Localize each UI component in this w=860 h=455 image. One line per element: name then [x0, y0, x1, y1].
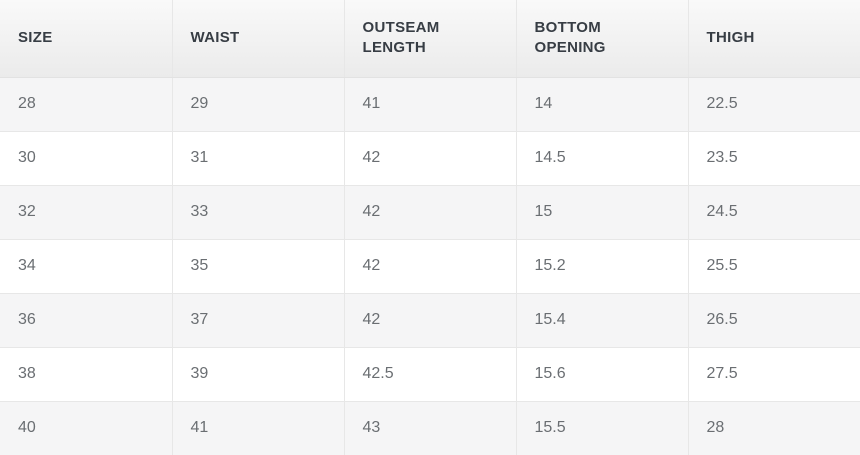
- column-header-bottom-opening: BOTTOM OPENING: [516, 0, 689, 78]
- table-cell-outseam-length: 42: [344, 131, 517, 186]
- column-header-waist: WAIST: [172, 0, 345, 78]
- column-header-outseam-length: OUTSEAM LENGTH: [344, 0, 517, 78]
- table-cell-waist: 33: [172, 185, 345, 240]
- table-cell-outseam-length: 42: [344, 239, 517, 294]
- table-row: 28 29 41 14 22.5: [0, 77, 860, 132]
- table-cell-thigh: 27.5: [688, 347, 860, 402]
- table-cell-outseam-length: 42: [344, 293, 517, 348]
- table-cell-size: 36: [0, 293, 173, 348]
- table-cell-waist: 37: [172, 293, 345, 348]
- header-row: SIZE WAIST OUTSEAM LENGTH BOTTOM OPENING THI…: [0, 0, 860, 78]
- column-header-size: SIZE: [0, 0, 173, 78]
- table-cell-outseam-length: 41: [344, 77, 517, 132]
- table-cell-waist: 39: [172, 347, 345, 402]
- table-cell-bottom-opening: 15.6: [516, 347, 689, 402]
- table-cell-thigh: 23.5: [688, 131, 860, 186]
- table-cell-outseam-length: 43: [344, 401, 517, 455]
- table-cell-thigh: 22.5: [688, 77, 860, 132]
- table-row: 36 37 42 15.4 26.5: [0, 293, 860, 348]
- table-cell-bottom-opening: 15: [516, 185, 689, 240]
- table-cell-size: 28: [0, 77, 173, 132]
- table-cell-waist: 41: [172, 401, 345, 455]
- table-row: 32 33 42 15 24.5: [0, 185, 860, 240]
- table-cell-size: 38: [0, 347, 173, 402]
- table-cell-outseam-length: 42.5: [344, 347, 517, 402]
- table-cell-thigh: 25.5: [688, 239, 860, 294]
- table-cell-waist: 31: [172, 131, 345, 186]
- table-cell-size: 34: [0, 239, 173, 294]
- table-cell-waist: 35: [172, 239, 345, 294]
- table-row: 34 35 42 15.2 25.5: [0, 239, 860, 294]
- table-cell-thigh: 24.5: [688, 185, 860, 240]
- table-row: 30 31 42 14.5 23.5: [0, 131, 860, 186]
- table-cell-thigh: 28: [706, 419, 725, 437]
- table-cell-bottom-opening: 15.4: [516, 293, 689, 348]
- table-cell-size: 32: [0, 185, 173, 240]
- table-row: 38 39 42.5 15.6 27.5: [0, 347, 860, 402]
- table-cell-bottom-opening: 15.5: [516, 401, 689, 455]
- table-cell-outseam-length: 42: [344, 185, 517, 240]
- column-header-thigh: THIGH: [688, 0, 860, 78]
- table-cell-waist: 29: [172, 77, 345, 132]
- table-cell-bottom-opening: 14: [516, 77, 689, 132]
- size-chart-header: SIZE WAIST OUTSEAM LENGTH BOTTOM OPENING THI…: [0, 0, 860, 78]
- table-cell-bottom-opening: 15.2: [516, 239, 689, 294]
- size-chart-body: 28 29 41 14 22.5 30 31 42 14.5 23.5 32 33 42 15 24.5 34…: [0, 77, 860, 455]
- table-cell-size: 40: [0, 401, 173, 455]
- table-cell-thigh: 26.5: [688, 293, 860, 348]
- table-cell-size: 30: [0, 131, 173, 186]
- table-row: 40 41 43 15.5 28: [0, 401, 860, 455]
- table-cell-bottom-opening: 14.5: [516, 131, 689, 186]
